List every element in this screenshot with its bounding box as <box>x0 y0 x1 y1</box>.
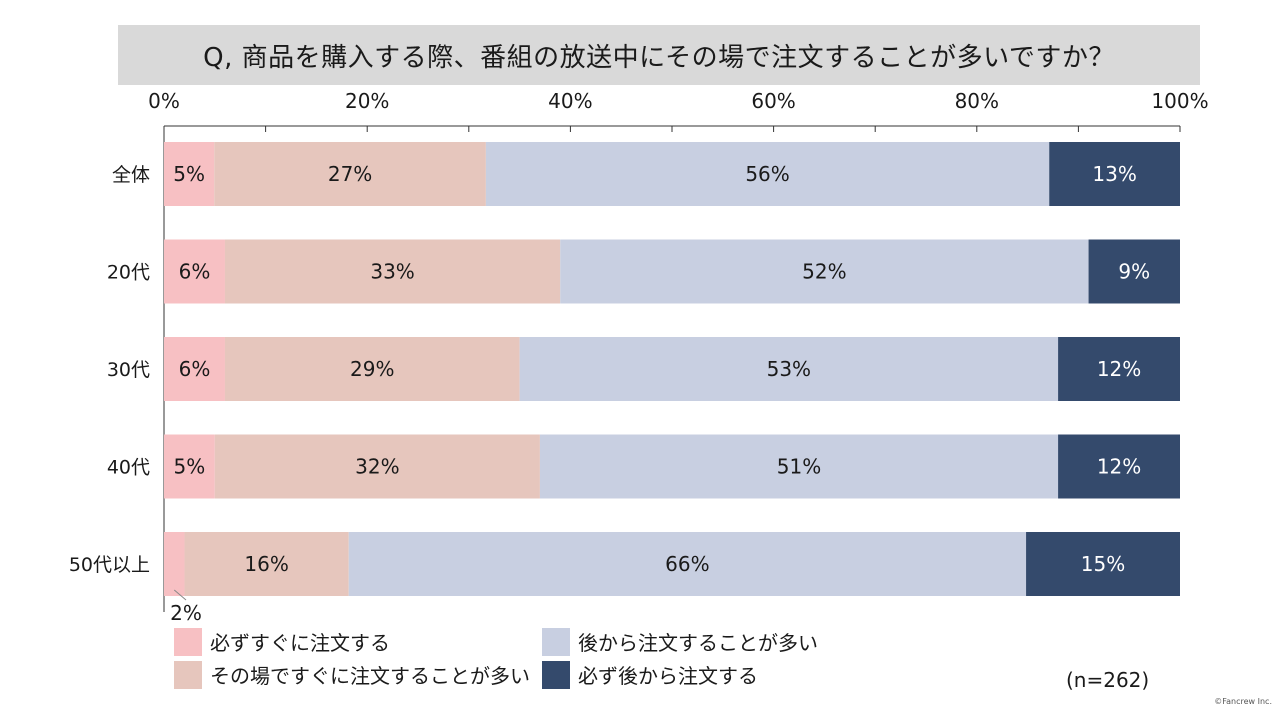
bar-segment <box>539 434 1059 499</box>
data-label: 27% <box>328 162 372 186</box>
bar-segment <box>164 434 215 499</box>
data-label: 29% <box>350 357 394 381</box>
data-label: 16% <box>244 552 288 576</box>
data-label: 32% <box>355 455 399 479</box>
legend-swatch-often-later <box>542 627 570 656</box>
data-label: 52% <box>802 260 846 284</box>
bar-segment <box>214 434 540 499</box>
category-label: 50代以上 <box>69 554 150 576</box>
data-label: 9% <box>1118 260 1150 284</box>
bar-segment <box>1026 532 1180 596</box>
data-label: 6% <box>179 260 211 284</box>
bar-segment <box>164 337 225 401</box>
legend-label-often-immediately: その場ですぐに注文することが多い <box>210 664 530 688</box>
legend-label-always-immediately: 必ずすぐに注文する <box>210 631 390 655</box>
category-label: 全体 <box>112 164 150 186</box>
category-label: 40代 <box>107 457 150 479</box>
data-label: 53% <box>767 357 811 381</box>
x-tick-label: 100% <box>1151 89 1208 113</box>
legend-swatch-always-immediately <box>174 627 202 656</box>
legend-label-always-later: 必ず後から注文する <box>578 664 758 688</box>
data-label: 33% <box>370 260 414 284</box>
bar-segment <box>224 337 520 401</box>
category-label: 30代 <box>107 359 150 381</box>
data-label: 6% <box>179 357 211 381</box>
bar-segment <box>348 532 1027 596</box>
bar-segment <box>560 239 1089 304</box>
data-label: 13% <box>1092 162 1136 186</box>
data-label: 66% <box>665 552 709 576</box>
data-label: 15% <box>1081 552 1125 576</box>
data-label: 51% <box>777 455 821 479</box>
x-tick-label: 60% <box>751 89 795 113</box>
copyright: ©Fancrew Inc. <box>1214 697 1272 706</box>
legend-swatch-always-later <box>542 660 570 689</box>
legend-swatch-often-immediately <box>174 660 202 689</box>
legend-item-always-immediately: 必ずすぐに注文する <box>174 627 390 656</box>
legend-item-often-immediately: その場ですぐに注文することが多い <box>174 660 530 689</box>
bar-segment <box>224 239 561 304</box>
bar-segment <box>1088 239 1180 304</box>
data-label: 56% <box>745 162 789 186</box>
chart-title: Q, 商品を購入する際、番組の放送中にその場で注文することが多いですか？ <box>118 25 1200 85</box>
x-tick-label: 80% <box>955 89 999 113</box>
callout-leader-line <box>173 589 187 601</box>
x-tick-label: 40% <box>548 89 592 113</box>
legend-item-often-later: 後から注文することが多い <box>542 627 818 656</box>
data-label: 5% <box>173 162 205 186</box>
bar-segment <box>1058 337 1180 401</box>
bar-segment <box>164 142 215 206</box>
bar-segment <box>519 337 1059 401</box>
sample-size: (n=262) <box>1066 668 1150 692</box>
legend-item-always-later: 必ず後から注文する <box>542 660 758 689</box>
x-tick-label: 0% <box>148 89 180 113</box>
x-tick-label: 20% <box>345 89 389 113</box>
bar-segment <box>485 142 1050 206</box>
bar-segment <box>1049 142 1180 206</box>
data-label: 5% <box>174 455 206 479</box>
bar-segment <box>164 532 185 596</box>
data-label: 12% <box>1097 357 1141 381</box>
bar-segment <box>164 239 225 304</box>
bar-segment <box>214 142 486 206</box>
category-label: 20代 <box>107 262 150 284</box>
bar-segment <box>1058 434 1180 499</box>
bar-segment <box>184 532 349 596</box>
data-label: 2% <box>170 601 202 625</box>
legend-label-often-later: 後から注文することが多い <box>578 631 818 655</box>
data-label: 12% <box>1097 455 1141 479</box>
